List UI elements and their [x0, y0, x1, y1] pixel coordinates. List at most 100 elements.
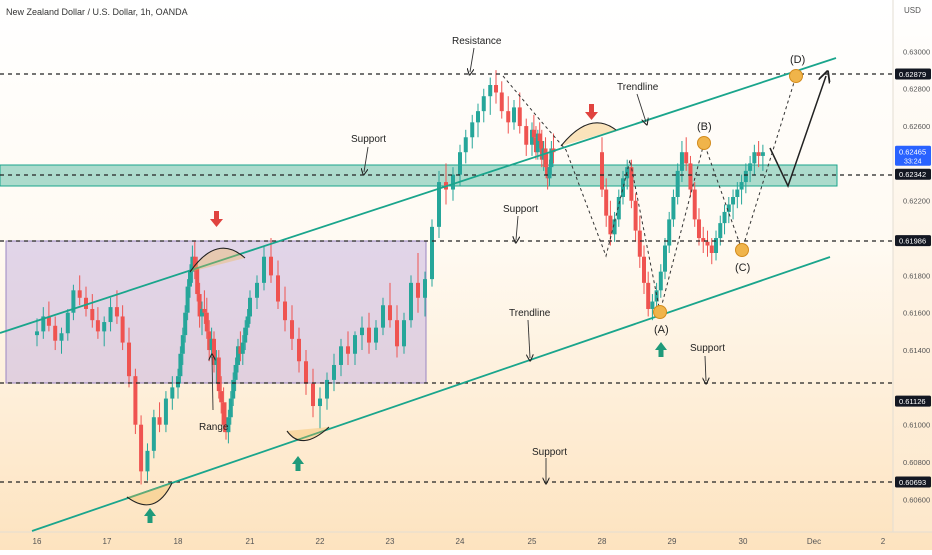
- svg-text:0.62342: 0.62342: [899, 170, 926, 179]
- candle-144: [756, 141, 761, 168]
- candle-122: [663, 238, 667, 280]
- time-tick-8: 28: [598, 537, 607, 546]
- candle-142: [748, 155, 753, 183]
- level-lines: [0, 73, 893, 483]
- candle-40: [216, 350, 221, 399]
- price-tag-1: 0.62465 33:24: [895, 145, 931, 166]
- candle-17: [139, 415, 144, 485]
- candle-39: [214, 350, 219, 384]
- price-tag-0: 0.62879: [895, 68, 931, 80]
- candle-38: [212, 331, 216, 373]
- candle-63: [318, 387, 322, 429]
- candle-70: [367, 312, 371, 354]
- candle-111: [616, 189, 621, 227]
- candle-121: [658, 264, 663, 298]
- candle-92: [512, 99, 516, 130]
- time-tick-10: 30: [739, 537, 748, 546]
- candle-10: [95, 307, 100, 339]
- candle-16: [133, 368, 138, 435]
- candle-73: [388, 282, 392, 328]
- wave-marker-b: [697, 136, 711, 150]
- candle-30: [192, 241, 197, 280]
- candle-91: [506, 96, 511, 134]
- candle-42: [221, 387, 226, 433]
- candle-78: [423, 271, 427, 317]
- green-up-arrow-3: [655, 342, 667, 357]
- candle-108: [604, 178, 609, 227]
- candle-55: [262, 245, 266, 291]
- candle-119: [650, 294, 655, 321]
- candle-31: [195, 256, 200, 302]
- arc-touch-top-mid: [560, 122, 617, 147]
- label-support-mid: Support: [503, 204, 538, 215]
- candle-60: [297, 327, 301, 373]
- candle-124: [671, 189, 676, 227]
- green-up-arrow-2: [292, 456, 304, 471]
- candle-61: [304, 350, 308, 395]
- candle-46: [231, 372, 236, 407]
- price-tag-3: 0.61986: [895, 235, 931, 247]
- candle-141: [743, 163, 748, 194]
- time-tick-1: 17: [103, 537, 112, 546]
- candle-48: [236, 338, 240, 373]
- candle-26: [183, 305, 188, 343]
- price-tick-1: 0.62800: [903, 85, 930, 94]
- price-tick-10: 0.60600: [903, 495, 930, 504]
- time-tick-9: 29: [668, 537, 677, 546]
- candle-3: [53, 316, 58, 351]
- candle-143: [752, 144, 757, 175]
- candle-41: [219, 376, 224, 414]
- candle-130: [696, 208, 701, 246]
- label-support-top-left: Support: [351, 134, 386, 145]
- arc-touch-bottom-mid: [286, 426, 330, 442]
- price-tags: 0.62879 0.62465 33:24 0.62342 0.61986 0.61126…: [895, 68, 931, 488]
- candle-76: [409, 275, 413, 328]
- wave-marker-c: [735, 243, 749, 257]
- svg-text:33:24: 33:24: [904, 158, 922, 165]
- candle-129: [692, 182, 697, 227]
- price-tag-2: 0.62342: [895, 168, 931, 180]
- candle-90: [499, 81, 504, 119]
- candle-53: [248, 290, 252, 324]
- wave-marker-a: [653, 305, 667, 319]
- candle-58: [283, 286, 287, 332]
- candle-117: [642, 245, 646, 295]
- time-tick-3: 21: [246, 537, 255, 546]
- label-trendline-upper: Trendline: [617, 82, 659, 93]
- candle-54: [255, 275, 259, 309]
- label-range: Range: [199, 422, 229, 433]
- candle-6: [71, 284, 76, 321]
- projection-path: [769, 76, 826, 188]
- candle-27: [185, 279, 190, 321]
- candle-52: [245, 308, 250, 336]
- candle-5: [65, 308, 70, 341]
- candle-145: [760, 144, 765, 171]
- candle-18: [145, 443, 150, 481]
- candle-64: [325, 372, 329, 410]
- candle-131: [701, 226, 706, 253]
- chart-title: New Zealand Dollar / U.S. Dollar, 1h, OA…: [6, 7, 188, 17]
- candle-37: [209, 327, 214, 358]
- candle-8: [84, 286, 88, 317]
- candles-layer: [35, 70, 765, 485]
- price-axis-background: [893, 0, 932, 532]
- label-support-bottom: Support: [532, 447, 567, 458]
- candle-133: [709, 238, 714, 265]
- candle-72: [381, 297, 385, 336]
- candle-77: [416, 252, 420, 313]
- candle-136: [722, 204, 727, 235]
- candle-128: [688, 155, 693, 197]
- candle-66: [339, 338, 343, 377]
- candle-22: [170, 376, 175, 410]
- candle-0: [35, 318, 39, 347]
- candle-132: [705, 230, 710, 257]
- candle-110: [612, 211, 617, 242]
- candle-80: [437, 170, 441, 239]
- candle-12: [108, 297, 113, 332]
- candle-9: [90, 294, 95, 328]
- svg-text:0.61986: 0.61986: [899, 237, 926, 246]
- candle-21: [163, 391, 168, 433]
- candle-118: [646, 271, 651, 317]
- candle-34: [202, 290, 207, 324]
